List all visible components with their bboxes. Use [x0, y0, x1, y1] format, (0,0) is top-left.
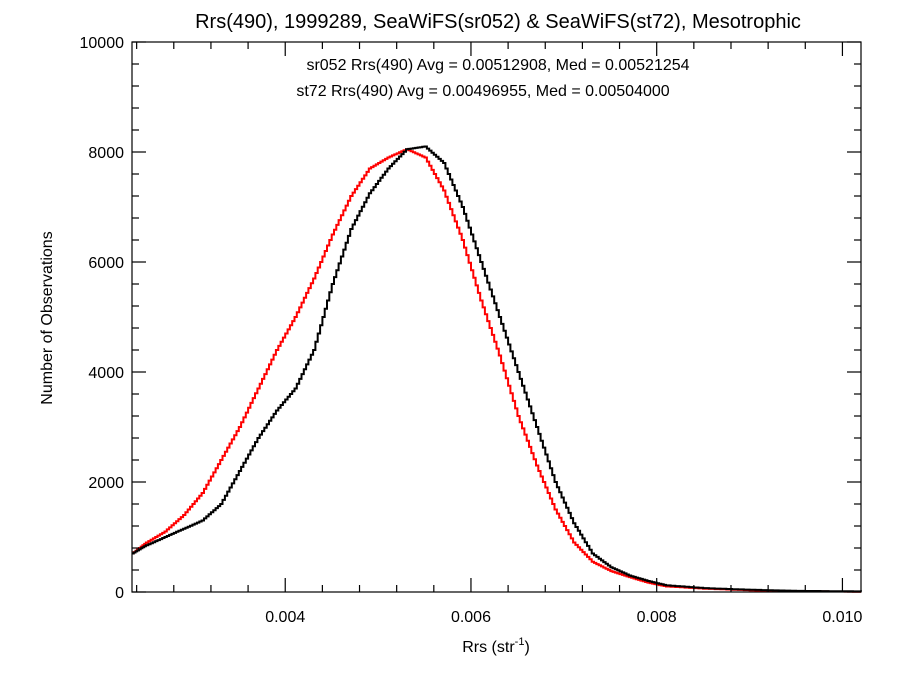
chart-title: Rrs(490), 1999289, SeaWiFS(sr052) & SeaW…	[195, 11, 801, 33]
y-tick-label: 2000	[88, 475, 124, 492]
y-tick-label: 0	[115, 585, 124, 602]
x-tick-label: 0.010	[822, 609, 862, 626]
x-tick-label: 0.004	[265, 609, 305, 626]
x-tick-label: 0.006	[451, 609, 491, 626]
x-axis-label: Rrs (str-1)	[462, 636, 530, 656]
x-axis-label-main: Rrs (str	[462, 639, 515, 656]
series-line-1	[132, 148, 861, 593]
annotation-sr052: sr052 Rrs(490) Avg = 0.00512908, Med = 0…	[306, 57, 689, 74]
series-layer	[132, 145, 862, 593]
x-tick-label: 0.008	[637, 609, 677, 626]
y-tick-label: 8000	[88, 145, 124, 162]
x-axis-label-sup: -1	[515, 636, 525, 648]
x-axis-label-close: )	[524, 639, 529, 656]
y-axis-label: Number of Observations	[39, 231, 56, 404]
y-tick-label: 10000	[80, 35, 125, 52]
annotation-st72: st72 Rrs(490) Avg = 0.00496955, Med = 0.…	[296, 83, 669, 100]
axes-layer: 0.004 0.006 0.008 0.010 0 2000 4000 6000 8000 100…	[80, 35, 863, 626]
y-tick-label: 6000	[88, 255, 124, 272]
series-line-0	[132, 145, 862, 593]
y-tick-label: 4000	[88, 365, 124, 382]
plot-frame	[131, 41, 862, 593]
